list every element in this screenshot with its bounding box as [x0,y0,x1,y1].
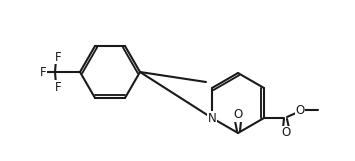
Text: O: O [233,109,242,122]
Text: O: O [295,104,305,117]
Text: F: F [40,66,46,79]
Text: N: N [208,112,217,124]
Text: F: F [55,51,61,63]
Text: F: F [55,80,61,94]
Text: O: O [282,127,291,139]
